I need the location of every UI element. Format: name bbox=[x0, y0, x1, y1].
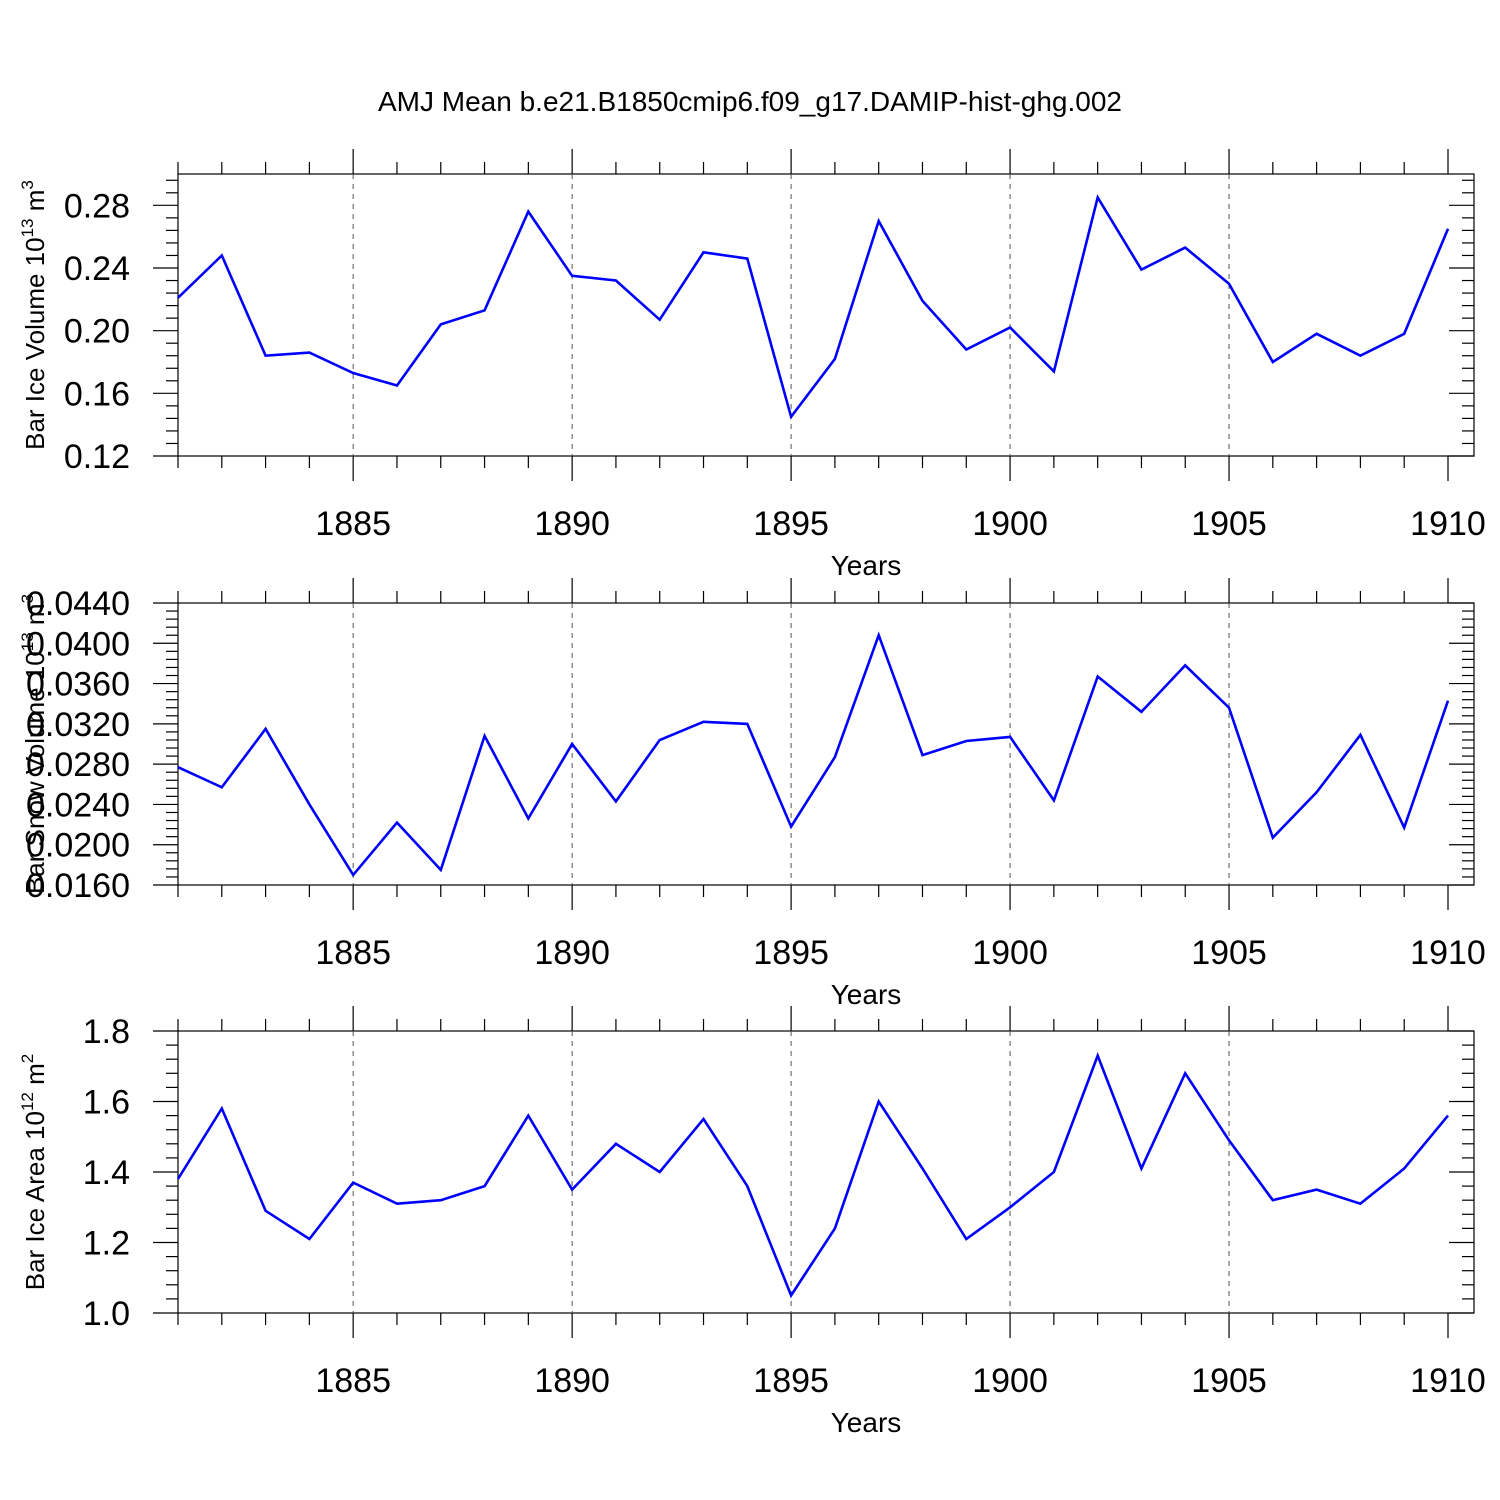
y-tick-label: 0.24 bbox=[64, 250, 130, 288]
y-tick-label: 0.0440 bbox=[26, 585, 130, 623]
y-tick-label: 0.12 bbox=[64, 438, 130, 476]
x-tick-label: 1885 bbox=[315, 1362, 391, 1400]
x-tick-label: 1910 bbox=[1410, 505, 1486, 543]
y-tick-label: 1.8 bbox=[83, 1013, 130, 1051]
plot-frame bbox=[177, 173, 1475, 457]
y-tick-label: 0.0200 bbox=[26, 827, 130, 865]
x-tick-label: 1885 bbox=[315, 934, 391, 972]
y-tick-label: 0.0160 bbox=[26, 867, 130, 905]
x-tick-label: 1895 bbox=[753, 1362, 829, 1400]
plot-frame bbox=[177, 1030, 1475, 1314]
y-tick-label: 0.0400 bbox=[26, 625, 130, 663]
y-tick-label: 1.0 bbox=[83, 1295, 130, 1333]
y-axis-label-part: m bbox=[20, 1063, 50, 1092]
y-axis-label-part: m bbox=[20, 603, 50, 632]
panel-2: 1885 1890 1895 1900 1905 1910 Years 0.01600.020… bbox=[18, 578, 1486, 1010]
y-axis-label-part: 3 bbox=[18, 594, 37, 603]
y-tick-label: 1.6 bbox=[83, 1084, 130, 1122]
x-tick-label: 1910 bbox=[1410, 934, 1486, 972]
series-line bbox=[177, 631, 1450, 878]
x-axis-label: Years bbox=[831, 1407, 902, 1438]
plot-frame bbox=[177, 602, 1475, 886]
panel-1: 1885 1890 1895 1900 1905 1910 Years 0.12 0.16 0.2… bbox=[18, 149, 1486, 581]
y-axis-label: Bar Ice Area 1012 m2 bbox=[18, 1054, 50, 1291]
y-axis-label: Bar Ice Volume 1013 m3 bbox=[18, 180, 50, 450]
chart-title: AMJ Mean b.e21.B1850cmip6.f09_g17.DAMIP-… bbox=[378, 86, 1122, 117]
x-tick-label: 1890 bbox=[534, 1362, 610, 1400]
panel-3: 1885 1890 1895 1900 1905 1910 Years 1.0 1.2 1.4 1.… bbox=[18, 1006, 1486, 1438]
y-axis-label-part: Bar Ice Volume 10 bbox=[20, 237, 50, 449]
x-tick-label: 1900 bbox=[972, 505, 1048, 543]
y-tick-label: 0.0320 bbox=[26, 706, 130, 744]
y-tick-label: 0.0240 bbox=[26, 786, 130, 824]
x-axis-label: Years bbox=[831, 979, 902, 1010]
x-tick-label: 1905 bbox=[1191, 1362, 1267, 1400]
x-tick-label: 1895 bbox=[753, 505, 829, 543]
x-tick-label: 1890 bbox=[534, 934, 610, 972]
y-axis-label-part: 12 bbox=[18, 1092, 37, 1111]
x-tick-label: 1900 bbox=[972, 1362, 1048, 1400]
y-axis-label-part: Bar Ice Area 10 bbox=[20, 1111, 50, 1290]
y-axis-label-part: 13 bbox=[18, 218, 37, 237]
x-tick-label: 1895 bbox=[753, 934, 829, 972]
y-axis-label-part: 13 bbox=[18, 632, 37, 651]
y-axis-label-part: 3 bbox=[18, 180, 37, 189]
x-axis-label: Years bbox=[831, 550, 902, 581]
x-tick-label: 1900 bbox=[972, 934, 1048, 972]
y-tick-label: 0.0280 bbox=[26, 746, 130, 784]
y-tick-label: 0.16 bbox=[64, 375, 130, 413]
y-tick-label: 0.0360 bbox=[26, 666, 130, 704]
y-axis-label-part: Bar Snow Volume 10 bbox=[20, 651, 50, 894]
y-tick-label: 1.2 bbox=[83, 1225, 130, 1263]
chart-panels: 1885 1890 1895 1900 1905 1910 Years 0.12 0.16 0.2… bbox=[18, 149, 1486, 1438]
y-axis-label-part: m bbox=[20, 190, 50, 219]
series-line bbox=[176, 1052, 1450, 1299]
y-tick-label: 1.4 bbox=[83, 1154, 130, 1192]
y-axis-label-part: 2 bbox=[18, 1054, 37, 1063]
x-tick-label: 1885 bbox=[315, 505, 391, 543]
x-tick-label: 1905 bbox=[1191, 505, 1267, 543]
series-line bbox=[177, 194, 1450, 420]
y-axis-label: Bar Snow Volume 1013 m3 bbox=[18, 594, 50, 894]
y-tick-label: 0.20 bbox=[64, 313, 130, 351]
x-tick-label: 1910 bbox=[1410, 1362, 1486, 1400]
x-tick-label: 1905 bbox=[1191, 934, 1267, 972]
x-tick-label: 1890 bbox=[534, 505, 610, 543]
y-tick-label: 0.28 bbox=[64, 187, 130, 225]
